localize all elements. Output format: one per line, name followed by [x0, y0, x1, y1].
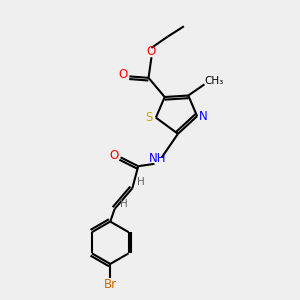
Text: CH₃: CH₃	[204, 76, 224, 86]
Text: O: O	[146, 45, 155, 58]
Text: O: O	[118, 68, 128, 81]
Text: Br: Br	[104, 278, 117, 291]
Text: H: H	[137, 177, 145, 187]
Text: H: H	[120, 199, 128, 208]
Text: NH: NH	[149, 152, 167, 165]
Text: S: S	[146, 111, 153, 124]
Text: N: N	[199, 110, 208, 123]
Text: O: O	[110, 149, 119, 162]
